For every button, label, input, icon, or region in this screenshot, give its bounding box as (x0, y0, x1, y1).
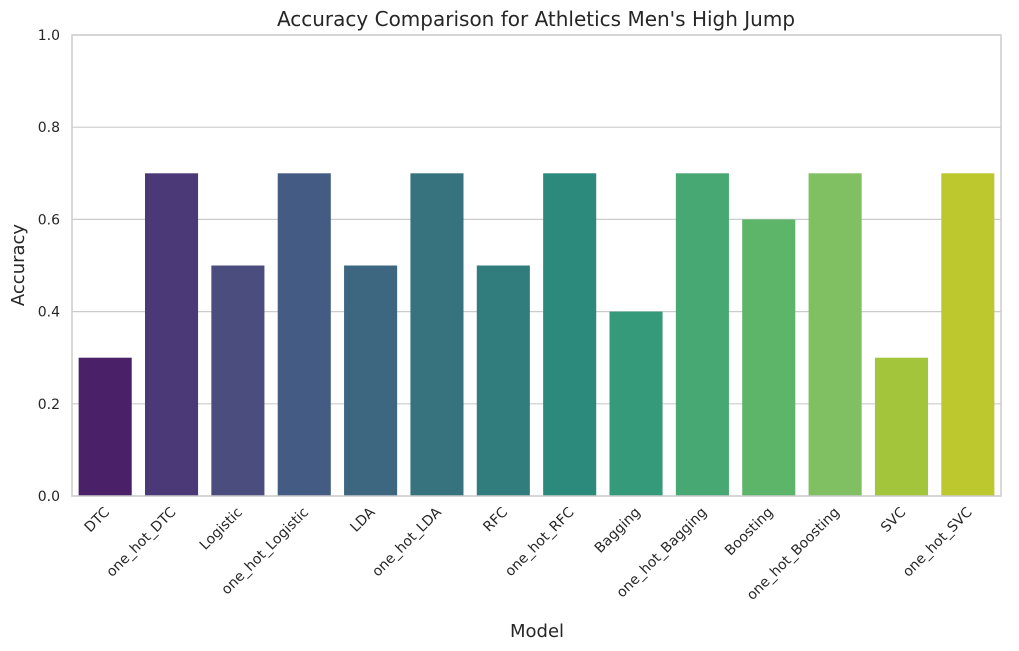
plot-frame (71, 34, 1002, 497)
bar-one-hot-logistic (277, 173, 331, 497)
bar-one-hot-svc (941, 173, 995, 497)
y-tick-label: 0.8 (38, 120, 60, 136)
bar-boosting (742, 219, 796, 496)
x-tick-label: one_hot_LDA (369, 504, 445, 580)
x-axis-label: Model (510, 621, 564, 642)
bar-one-hot-dtc (144, 173, 199, 497)
bar-one-hot-bagging (675, 173, 729, 497)
y-tick-label: 1.0 (38, 28, 60, 44)
y-tick-labels: 0.0 0.2 0.4 0.6 0.8 1.0 (38, 28, 60, 505)
bar-one-hot-boosting (808, 173, 862, 497)
bar-one-hot-rfc (543, 173, 597, 497)
x-tick-label: one_hot_SVC (900, 504, 976, 580)
x-tick-label: RFC (480, 504, 511, 535)
x-tick-label: one_hot_RFC (502, 504, 577, 579)
y-tick-label: 0.0 (38, 489, 60, 505)
x-tick-label: DTC (82, 504, 113, 535)
bar-logistic (211, 265, 265, 496)
x-tick-label: SVC (878, 504, 909, 535)
x-tick-label: Logistic (197, 505, 246, 554)
chart-title: Accuracy Comparison for Athletics Men's … (277, 7, 795, 31)
bar-dtc (78, 357, 132, 496)
x-tick-label: LDA (347, 504, 378, 535)
y-tick-label: 0.2 (38, 397, 60, 413)
bar-one-hot-lda (410, 173, 464, 497)
bar-lda (344, 265, 398, 496)
plot-border (71, 34, 1002, 497)
bars (78, 173, 995, 497)
y-tick-label: 0.6 (38, 212, 60, 228)
x-tick-label: Bagging (592, 505, 644, 557)
x-tick-label: Boosting (722, 505, 777, 560)
y-tick-label: 0.4 (38, 305, 60, 321)
bar-bagging (609, 311, 663, 496)
x-tick-label: one_hot_DTC (104, 504, 180, 580)
bar-svc (874, 357, 929, 496)
bar-rfc (476, 265, 530, 496)
y-axis-label: Accuracy (8, 224, 29, 307)
